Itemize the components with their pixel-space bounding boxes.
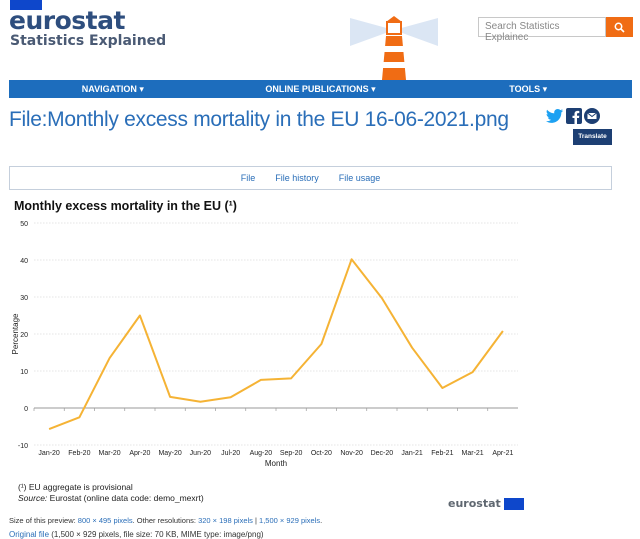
original-file-info: Original file (1,500 × 929 pixels, file … <box>9 530 264 539</box>
nav-tools[interactable]: TOOLS ▾ <box>509 84 548 94</box>
nav-online-publications[interactable]: ONLINE PUBLICATIONS ▾ <box>265 84 376 94</box>
logo-subtitle[interactable]: Statistics Explained <box>10 33 167 49</box>
x-tick-label: Apr-20 <box>129 450 150 457</box>
preview-size-info: Size of this preview: 800 × 495 pixels. … <box>9 516 322 525</box>
tab-file-history[interactable]: File history <box>275 173 319 183</box>
y-tick-label: 10 <box>20 369 28 376</box>
x-axis-label: Month <box>265 459 287 468</box>
x-tick-label: Aug-20 <box>250 450 273 457</box>
res-separator: | <box>252 516 260 525</box>
main-navbar: NAVIGATION ▾ ONLINE PUBLICATIONS ▾ TOOLS… <box>9 80 632 98</box>
series-line <box>48 258 504 431</box>
x-tick-label: Feb-20 <box>68 450 90 457</box>
source-text: Eurostat (online data code: demo_mexrt) <box>47 493 204 503</box>
nav-navigation[interactable]: NAVIGATION ▾ <box>81 84 144 94</box>
footnote-provisional: (¹) EU aggregate is provisional <box>18 482 133 492</box>
search-button[interactable] <box>606 17 633 37</box>
eurostat-brand-text: eurostat <box>448 497 501 510</box>
tab-file[interactable]: File <box>240 173 256 183</box>
facebook-icon[interactable] <box>566 108 582 124</box>
original-file-meta: (1,500 × 929 pixels, file size: 70 KB, M… <box>49 530 264 539</box>
y-tick-label: 20 <box>20 332 28 339</box>
translate-button[interactable]: Translate <box>573 129 612 145</box>
res-1500-link[interactable]: 1,500 × 929 pixels <box>259 516 321 525</box>
preview-size-link[interactable]: 800 × 495 pixels <box>77 516 133 525</box>
lighthouse-icon <box>350 16 438 80</box>
y-tick-label: 40 <box>20 258 28 265</box>
email-icon[interactable] <box>584 108 600 124</box>
x-tick-label: Mar-20 <box>99 450 121 457</box>
x-tick-label: Sep-20 <box>280 450 303 457</box>
x-tick-label: Feb-21 <box>431 450 453 457</box>
file-tabs: File File history File usage <box>9 166 612 190</box>
x-tick-label: Jun-20 <box>190 450 212 457</box>
source-label: Source: <box>18 493 48 503</box>
site-header: eurostat Statistics Explained Search Sta… <box>0 0 640 80</box>
eurostat-brand: eurostat <box>448 497 524 510</box>
x-tick-label: May-20 <box>158 450 181 457</box>
x-tick-label: Jan-21 <box>401 450 423 457</box>
chart-title: Monthly excess mortality in the EU (¹) <box>14 199 237 213</box>
y-tick-label: 50 <box>20 221 28 228</box>
x-tick-label: Apr-21 <box>492 450 513 457</box>
x-tick-label: Jan-20 <box>38 450 60 457</box>
x-tick-label: Dec-20 <box>371 450 394 457</box>
footnote-source: Source: Eurostat (online data code: demo… <box>18 493 204 504</box>
page-title: File:Monthly excess mortality in the EU … <box>9 108 509 131</box>
x-tick-label: Oct-20 <box>311 450 332 457</box>
search-input[interactable]: Search Statistics Explainec <box>478 17 606 43</box>
original-file-link[interactable]: Original file <box>9 530 50 539</box>
x-tick-label: Mar-21 <box>462 450 484 457</box>
line-chart: -10 0 10 20 30 40 50 Jan-20 Feb-20 Mar-20 Apr-20 M… <box>11 221 518 468</box>
x-tick-label: Nov-20 <box>340 450 363 457</box>
x-tick-label: Jul-20 <box>221 450 240 457</box>
y-tick-label: -10 <box>18 443 28 450</box>
res-320-link[interactable]: 320 × 198 pixels <box>198 516 253 525</box>
twitter-icon[interactable] <box>546 108 564 124</box>
y-axis-label: Percentage <box>11 313 20 354</box>
res-end: . <box>320 516 323 525</box>
tab-file-usage[interactable]: File usage <box>338 173 381 183</box>
preview-label: Size of this preview: <box>9 516 78 525</box>
social-share <box>546 108 600 124</box>
search-icon <box>614 22 625 33</box>
eu-flag-icon <box>10 0 42 10</box>
eurostat-logo[interactable]: eurostat <box>9 6 125 35</box>
y-tick-label: 0 <box>24 406 28 413</box>
other-res-label: . Other resolutions: <box>132 516 199 525</box>
chart-image[interactable]: Monthly excess mortality in the EU (¹) -… <box>0 192 530 514</box>
eu-flag-icon <box>503 497 524 510</box>
chart-footnote: (¹) EU aggregate is provisional Source: … <box>18 482 204 504</box>
y-tick-label: 30 <box>20 295 28 302</box>
